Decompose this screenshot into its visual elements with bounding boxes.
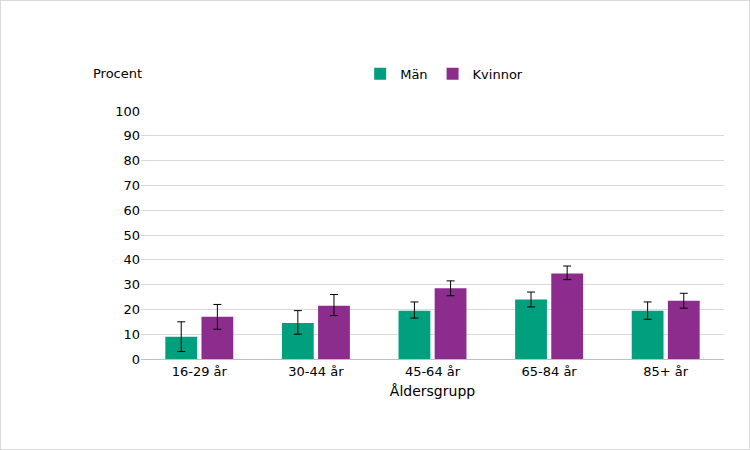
svg-text:100: 100 [115, 104, 140, 119]
svg-text:10: 10 [123, 327, 140, 342]
svg-text:Män: Män [400, 67, 427, 82]
svg-text:50: 50 [123, 228, 140, 243]
svg-text:Procent: Procent [93, 66, 142, 81]
svg-text:85+ år: 85+ år [643, 364, 689, 379]
svg-text:45-64 år: 45-64 år [405, 364, 461, 379]
svg-text:40: 40 [123, 252, 140, 267]
svg-text:20: 20 [123, 302, 140, 317]
svg-text:70: 70 [123, 178, 140, 193]
svg-text:65-84 år: 65-84 år [521, 364, 577, 379]
svg-text:30: 30 [123, 277, 140, 292]
svg-text:90: 90 [123, 128, 140, 143]
svg-text:Åldersgrupp: Åldersgrupp [390, 383, 475, 399]
svg-text:80: 80 [123, 153, 140, 168]
svg-text:30-44 år: 30-44 år [288, 364, 344, 379]
svg-text:16-29 år: 16-29 år [172, 364, 228, 379]
svg-text:Kvinnor: Kvinnor [473, 67, 523, 82]
svg-text:0: 0 [132, 352, 140, 367]
svg-text:60: 60 [123, 203, 140, 218]
